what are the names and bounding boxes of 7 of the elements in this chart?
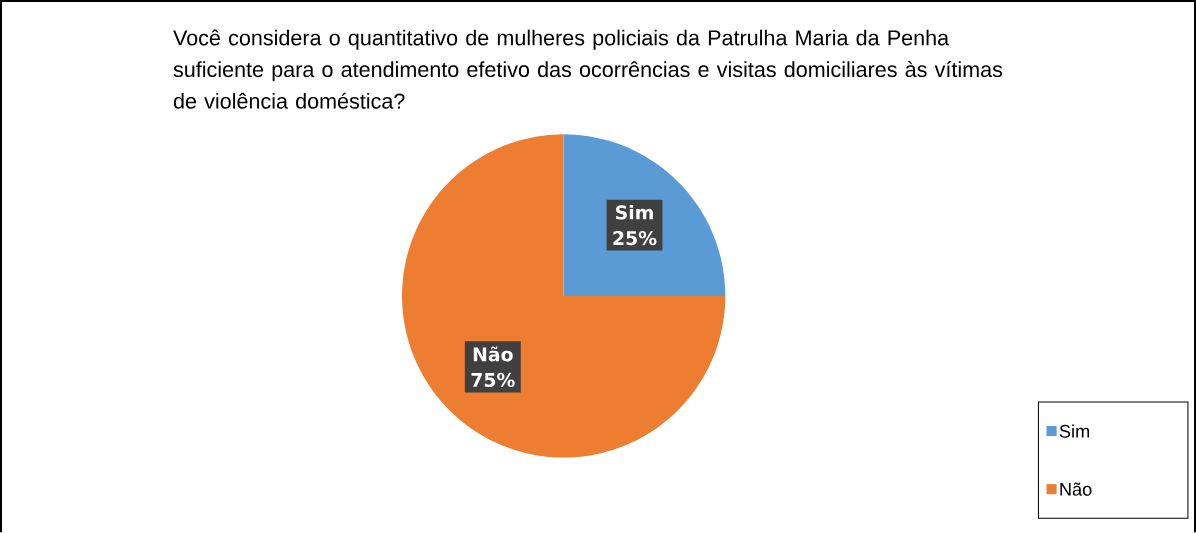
slice-label: Sim bbox=[616, 204, 653, 220]
slice-label: Não bbox=[473, 346, 513, 362]
data-label: 25% bbox=[613, 230, 657, 246]
legend-label: Sim bbox=[1059, 424, 1089, 438]
legend-label: Não bbox=[1060, 482, 1092, 496]
data-label: 75% bbox=[471, 372, 515, 387]
chart-title: Você considera o quantitativo de mulheres policiais da Patrulha Maria da Penha suficiente para o atendimento efetivo das ocorrências e visitas domiciliares às vítimas de violência doméstica? bbox=[173, 29, 1003, 109]
